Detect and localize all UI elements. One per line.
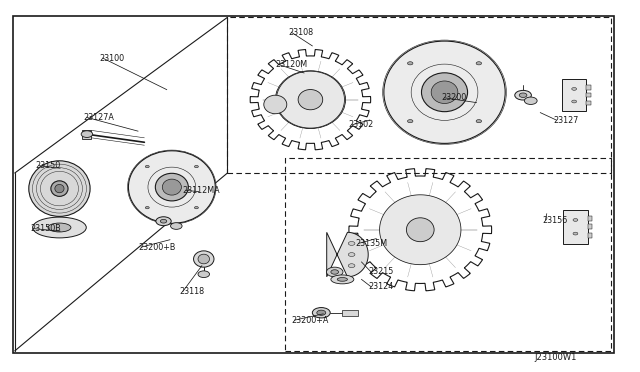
Text: 23100: 23100 bbox=[100, 54, 125, 62]
Circle shape bbox=[198, 271, 209, 278]
Circle shape bbox=[573, 218, 578, 221]
Wedge shape bbox=[394, 239, 415, 250]
Bar bbox=[563, 210, 588, 244]
Text: 23127: 23127 bbox=[553, 116, 579, 125]
Bar bbox=[588, 224, 593, 229]
Ellipse shape bbox=[317, 310, 326, 315]
Wedge shape bbox=[287, 108, 306, 118]
Text: 23135M: 23135M bbox=[355, 239, 387, 248]
Circle shape bbox=[161, 219, 167, 223]
Circle shape bbox=[519, 93, 527, 97]
Text: 23124: 23124 bbox=[368, 282, 393, 291]
Polygon shape bbox=[349, 169, 492, 291]
Circle shape bbox=[515, 90, 531, 100]
Text: J23100W1: J23100W1 bbox=[534, 353, 576, 362]
Ellipse shape bbox=[198, 254, 209, 264]
Polygon shape bbox=[380, 195, 461, 264]
Polygon shape bbox=[276, 71, 344, 128]
Polygon shape bbox=[363, 64, 393, 121]
Ellipse shape bbox=[331, 275, 354, 284]
Ellipse shape bbox=[406, 218, 434, 242]
Bar bbox=[586, 101, 591, 105]
Circle shape bbox=[81, 131, 93, 137]
Text: 23215: 23215 bbox=[368, 267, 393, 276]
Ellipse shape bbox=[156, 173, 188, 201]
Circle shape bbox=[348, 253, 355, 256]
Circle shape bbox=[408, 119, 413, 123]
Circle shape bbox=[524, 97, 537, 105]
Circle shape bbox=[408, 62, 413, 65]
Text: 23108: 23108 bbox=[288, 28, 313, 37]
Circle shape bbox=[145, 166, 149, 168]
Wedge shape bbox=[394, 209, 415, 221]
Bar bbox=[586, 93, 591, 97]
Ellipse shape bbox=[48, 223, 71, 232]
Circle shape bbox=[572, 87, 577, 90]
Polygon shape bbox=[426, 26, 463, 49]
Circle shape bbox=[326, 267, 343, 277]
Wedge shape bbox=[315, 108, 334, 118]
Wedge shape bbox=[425, 239, 447, 250]
Wedge shape bbox=[315, 82, 334, 92]
Wedge shape bbox=[287, 82, 306, 92]
Ellipse shape bbox=[422, 73, 468, 112]
Ellipse shape bbox=[129, 151, 215, 224]
Ellipse shape bbox=[337, 278, 348, 281]
Text: 23112MA: 23112MA bbox=[182, 186, 220, 195]
Wedge shape bbox=[385, 223, 397, 236]
Bar bbox=[342, 310, 358, 316]
Circle shape bbox=[573, 232, 578, 235]
Text: 23156: 23156 bbox=[542, 216, 568, 225]
Ellipse shape bbox=[275, 71, 346, 129]
Polygon shape bbox=[250, 49, 371, 150]
Wedge shape bbox=[425, 209, 447, 221]
Ellipse shape bbox=[29, 161, 90, 217]
Text: 23150B: 23150B bbox=[31, 224, 61, 233]
Circle shape bbox=[145, 206, 149, 209]
Wedge shape bbox=[443, 223, 456, 236]
Ellipse shape bbox=[431, 81, 458, 103]
Ellipse shape bbox=[312, 308, 330, 318]
Text: 23200: 23200 bbox=[442, 93, 467, 102]
Bar bbox=[586, 85, 591, 90]
Text: 23200+A: 23200+A bbox=[291, 316, 328, 325]
Polygon shape bbox=[113, 167, 135, 207]
Circle shape bbox=[476, 62, 481, 65]
Ellipse shape bbox=[381, 196, 460, 264]
Ellipse shape bbox=[193, 251, 214, 267]
Ellipse shape bbox=[51, 181, 68, 196]
Circle shape bbox=[195, 166, 198, 168]
Ellipse shape bbox=[298, 90, 323, 110]
Text: 23102: 23102 bbox=[349, 121, 374, 129]
Polygon shape bbox=[159, 140, 185, 156]
Bar bbox=[588, 216, 593, 221]
Wedge shape bbox=[279, 94, 291, 105]
Ellipse shape bbox=[384, 41, 505, 143]
Ellipse shape bbox=[33, 217, 86, 238]
Polygon shape bbox=[326, 232, 368, 277]
Circle shape bbox=[348, 241, 355, 246]
Text: 23150: 23150 bbox=[36, 161, 61, 170]
Circle shape bbox=[195, 206, 198, 209]
Circle shape bbox=[171, 223, 182, 230]
Circle shape bbox=[331, 270, 339, 274]
Ellipse shape bbox=[55, 185, 64, 193]
Wedge shape bbox=[330, 94, 342, 105]
Bar bbox=[588, 233, 593, 238]
Circle shape bbox=[572, 100, 577, 103]
Text: 23200+B: 23200+B bbox=[138, 243, 175, 251]
Circle shape bbox=[476, 119, 481, 123]
Ellipse shape bbox=[264, 95, 287, 114]
Text: 23127A: 23127A bbox=[84, 113, 115, 122]
Circle shape bbox=[348, 264, 355, 267]
Text: 23118: 23118 bbox=[179, 287, 205, 296]
Text: 23120M: 23120M bbox=[275, 60, 307, 69]
Bar bbox=[83, 131, 92, 138]
Bar bbox=[562, 80, 586, 111]
Circle shape bbox=[156, 217, 172, 226]
Ellipse shape bbox=[163, 179, 181, 195]
